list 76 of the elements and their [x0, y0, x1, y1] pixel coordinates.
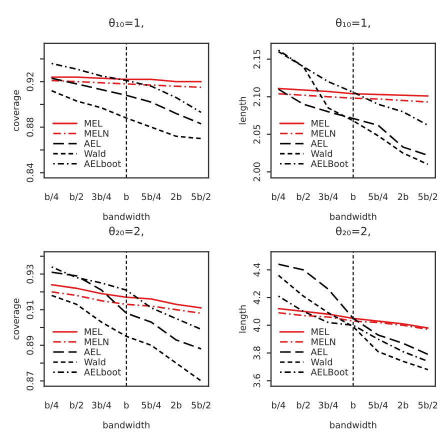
y-tick-label: 2.00	[253, 162, 260, 182]
legend-label: AELboot	[84, 368, 121, 376]
x-tick-label: 3b/4	[92, 193, 112, 201]
chart-title: θ₂₀=2,	[336, 226, 370, 236]
legend-label: AEL	[84, 140, 101, 147]
x-tick-label: 5b/4	[142, 402, 161, 410]
x-tick-label: b/2	[296, 193, 310, 201]
x-tick-label: b	[351, 193, 356, 200]
y-tick-label: 3.8	[253, 346, 260, 360]
x-tick-label: b	[124, 193, 129, 200]
y-tick-label: 0.84	[26, 163, 34, 182]
x-tick-label: 3b/4	[318, 402, 338, 410]
legend-label: MELN	[312, 338, 336, 346]
x-axis-title: bandwidth	[103, 212, 150, 220]
x-tick-label: 5b/4	[368, 193, 388, 201]
x-axis-title: bandwidth	[103, 421, 150, 428]
x-tick-label: b/4	[272, 193, 286, 201]
y-tick-label: 4.4	[254, 263, 260, 277]
y-tick-label: 0.89	[26, 336, 34, 355]
y-tick-label: 4.2	[253, 291, 260, 304]
x-tick-label: 5b/2	[192, 402, 210, 410]
x-tick-label: b	[124, 402, 129, 409]
x-tick-label: 5b/4	[142, 193, 161, 201]
legend-label: MELN	[84, 130, 108, 137]
legend-label: AEL	[310, 348, 328, 356]
chart-title: θ₁₀=1,	[109, 18, 144, 28]
x-tick-label: 5b/2	[418, 402, 438, 410]
legend-label: MEL	[84, 120, 102, 127]
x-tick-label: 2b	[398, 193, 408, 200]
legend-label: AELboot	[84, 160, 121, 168]
x-tick-label: 2b	[171, 193, 182, 200]
y-tick-label: 2.10	[253, 87, 260, 106]
y-tick-label: 0.88	[26, 118, 34, 137]
x-tick-label: 5b/2	[418, 193, 438, 201]
y-axis-title: coverage	[14, 298, 21, 340]
legend-label: MELN	[312, 130, 336, 137]
x-tick-label: 5b/4	[368, 402, 388, 410]
x-tick-label: 3b/4	[318, 193, 338, 201]
y-axis-title: length	[238, 305, 248, 333]
x-axis-title: bandwidth	[330, 421, 376, 428]
x-tick-label: 5b/2	[192, 193, 210, 201]
legend-label: MEL	[84, 328, 102, 335]
x-tick-label: 2b	[171, 402, 182, 409]
y-axis-title: length	[238, 97, 248, 124]
x-tick-label: b/2	[70, 402, 83, 410]
legend-label: MELN	[84, 338, 108, 346]
y-tick-label: 2.15	[253, 50, 260, 69]
legend-label: AEL	[310, 140, 328, 147]
legend-label: Wald	[311, 150, 332, 157]
x-tick-label: b/2	[296, 402, 310, 410]
x-tick-label: b/2	[70, 193, 83, 201]
y-axis-title: coverage	[14, 90, 21, 132]
x-tick-label: 2b	[398, 402, 408, 409]
y-tick-label: 0.91	[26, 300, 34, 320]
legend-label: Wald	[84, 150, 106, 157]
x-tick-label: b/4	[45, 402, 58, 410]
x-axis-title: bandwidth	[330, 212, 376, 220]
legend-label: AELBoot	[310, 160, 348, 168]
legend-label: AELBoot	[310, 368, 348, 376]
y-tick-label: 2.05	[253, 125, 260, 144]
y-tick-label: 0.93	[26, 264, 34, 284]
x-tick-label: b/4	[272, 402, 286, 410]
legend-label: MEL	[312, 328, 330, 335]
chart-title: θ₂₀=2,	[109, 226, 144, 236]
x-tick-label: b/4	[45, 193, 58, 201]
legend-label: Wald	[311, 358, 332, 366]
y-tick-label: 0.92	[26, 72, 34, 92]
y-tick-label: 4.0	[253, 318, 260, 332]
x-tick-label: 3b/4	[92, 402, 112, 410]
y-tick-label: 3.6	[253, 374, 260, 388]
chart-title: θ₁₀=1,	[336, 18, 370, 28]
legend-label: MEL	[312, 120, 330, 127]
legend-label: AEL	[84, 348, 101, 356]
x-tick-label: b	[351, 402, 356, 409]
legend-label: Wald	[84, 358, 106, 366]
y-tick-label: 0.87	[26, 372, 34, 390]
